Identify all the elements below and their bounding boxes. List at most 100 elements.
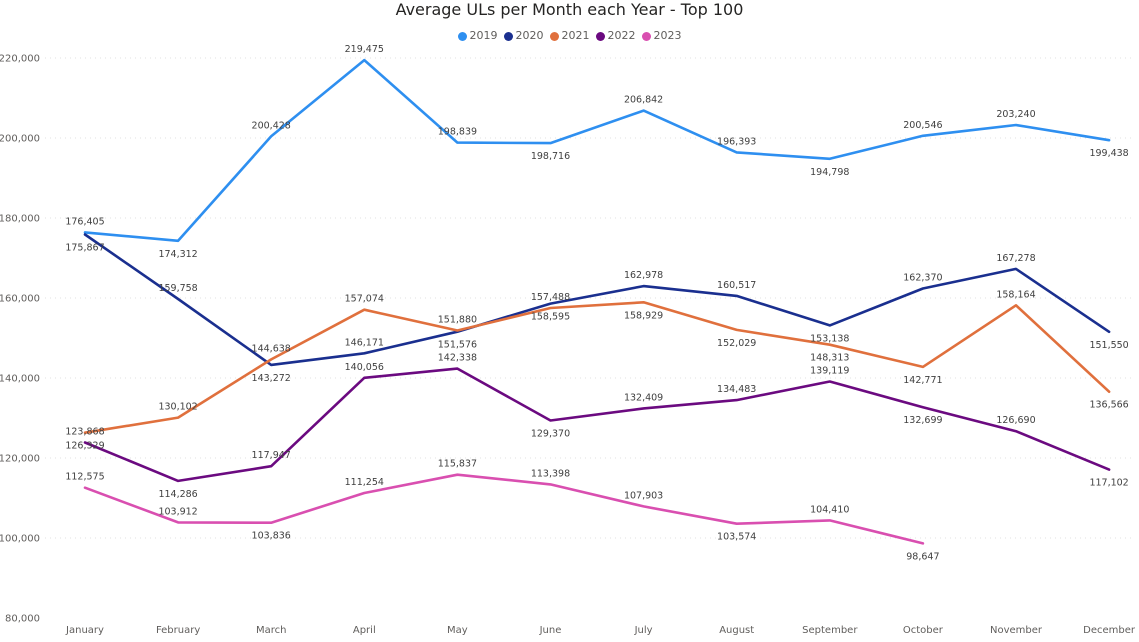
data-label-2021: 130,102 xyxy=(158,402,197,413)
data-label-2022: 117,102 xyxy=(1089,478,1128,489)
data-label-2023: 111,254 xyxy=(345,477,384,488)
x-tick-label: July xyxy=(634,625,653,636)
data-label-2020: 153,138 xyxy=(810,333,849,344)
series-line-2019[interactable] xyxy=(83,58,1111,243)
data-label-2022: 123,868 xyxy=(65,427,104,438)
legend-label-2020: 2020 xyxy=(515,29,544,42)
series-line-2022[interactable] xyxy=(83,367,1111,483)
data-label-2023: 112,575 xyxy=(65,472,104,483)
legend-item-2022[interactable]: 2022 xyxy=(595,29,636,43)
legend: 2019 2020 2021 2022 2023 xyxy=(0,29,1139,43)
legend-item-2020[interactable]: 2020 xyxy=(503,29,544,43)
data-label-2022: 114,286 xyxy=(158,489,197,500)
x-tick-label: December xyxy=(1083,625,1136,636)
legend-swatch-2020 xyxy=(503,31,513,41)
data-label-2023: 103,574 xyxy=(717,532,756,543)
data-label-2021: 142,771 xyxy=(903,375,942,386)
data-label-2022: 126,690 xyxy=(996,415,1035,426)
data-label-2023: 104,410 xyxy=(810,504,849,515)
legend-swatch-2021 xyxy=(549,31,559,41)
y-tick-label: 120,000 xyxy=(0,454,40,465)
x-tick-label: October xyxy=(903,625,944,636)
y-tick-label: 80,000 xyxy=(5,614,40,625)
series-line-2023[interactable] xyxy=(83,473,925,545)
data-label-2019: 176,405 xyxy=(65,216,104,227)
data-label-2020: 162,370 xyxy=(903,273,942,284)
legend-label-2021: 2021 xyxy=(561,29,590,42)
data-label-2019: 219,475 xyxy=(345,44,384,55)
data-label-2020: 146,171 xyxy=(345,337,384,348)
data-label-2019: 198,839 xyxy=(438,127,477,138)
lines-layer xyxy=(83,58,1111,545)
data-label-2019: 194,798 xyxy=(810,167,849,178)
data-label-2021: 126,329 xyxy=(65,441,104,452)
data-label-2019: 198,716 xyxy=(531,151,570,162)
data-label-2023: 113,398 xyxy=(531,468,570,479)
data-label-2020: 162,978 xyxy=(624,270,663,281)
x-tick-label: November xyxy=(990,625,1043,636)
data-label-2022: 132,699 xyxy=(903,415,942,426)
data-label-2020: 143,272 xyxy=(252,373,291,384)
x-tick-label: August xyxy=(719,625,754,636)
data-label-2022: 142,338 xyxy=(438,353,477,364)
legend-label-2019: 2019 xyxy=(469,29,498,42)
legend-item-2023[interactable]: 2023 xyxy=(641,29,682,43)
x-tick-label: March xyxy=(256,625,286,636)
data-label-2021: 157,074 xyxy=(345,294,384,305)
data-label-2021: 136,566 xyxy=(1089,400,1128,411)
x-tick-label: February xyxy=(156,625,200,636)
chart-title: Average ULs per Month each Year - Top 10… xyxy=(395,0,744,19)
x-tick-label: September xyxy=(802,625,858,636)
y-tick-label: 100,000 xyxy=(0,534,40,545)
data-label-2022: 139,119 xyxy=(810,366,849,377)
data-label-2021: 151,880 xyxy=(438,314,477,325)
y-tick-label: 160,000 xyxy=(0,294,40,305)
legend-item-2019[interactable]: 2019 xyxy=(457,29,498,43)
data-label-2023: 103,912 xyxy=(158,506,197,517)
data-labels-layer: 176,405 174,312 200,428 219,475 198,839 198,7… xyxy=(65,44,1128,562)
data-label-2022: 134,483 xyxy=(717,384,756,395)
data-label-2022: 132,409 xyxy=(624,392,663,403)
series-line-2020[interactable] xyxy=(83,233,1111,367)
x-tick-label: January xyxy=(65,625,104,636)
data-label-2021: 144,638 xyxy=(252,343,291,354)
data-label-2019: 206,842 xyxy=(624,95,663,106)
data-label-2021: 158,929 xyxy=(624,310,663,321)
data-label-2020: 151,550 xyxy=(1089,340,1128,351)
legend-swatch-2023 xyxy=(641,31,651,41)
x-tick-label: April xyxy=(353,625,376,636)
legend-swatch-2022 xyxy=(595,31,605,41)
data-label-2020: 158,595 xyxy=(531,312,570,323)
data-label-2020: 175,867 xyxy=(65,243,104,254)
legend-label-2022: 2022 xyxy=(607,29,636,42)
data-label-2021: 152,029 xyxy=(717,338,756,349)
data-label-2020: 159,758 xyxy=(158,283,197,294)
grid-layer xyxy=(45,57,1135,539)
data-label-2021: 157,488 xyxy=(531,292,570,303)
data-label-2022: 117,947 xyxy=(252,450,291,461)
y-tick-label: 200,000 xyxy=(0,134,40,145)
data-label-2020: 167,278 xyxy=(996,253,1035,264)
y-tick-label: 140,000 xyxy=(0,374,40,385)
data-label-2020: 151,576 xyxy=(438,340,477,351)
data-label-2022: 129,370 xyxy=(531,429,570,440)
data-label-2019: 196,393 xyxy=(717,136,756,147)
data-label-2023: 103,836 xyxy=(252,531,291,542)
axis-layer: 80,000 100,000 120,000 140,000 160,000 180,00… xyxy=(0,54,1136,637)
data-label-2022: 140,056 xyxy=(345,362,384,373)
data-label-2019: 199,438 xyxy=(1089,148,1128,159)
x-tick-label: May xyxy=(447,625,468,636)
series-line-2021[interactable] xyxy=(83,300,1111,435)
data-label-2020: 160,517 xyxy=(717,280,756,291)
legend-swatch-2019 xyxy=(457,31,467,41)
data-label-2021: 158,164 xyxy=(996,289,1035,300)
y-tick-label: 220,000 xyxy=(0,54,40,65)
data-label-2023: 107,903 xyxy=(624,490,663,501)
data-label-2019: 200,428 xyxy=(252,120,291,131)
y-tick-label: 180,000 xyxy=(0,214,40,225)
data-label-2021: 148,313 xyxy=(810,353,849,364)
legend-item-2021[interactable]: 2021 xyxy=(549,29,590,43)
data-label-2019: 174,312 xyxy=(158,249,197,260)
data-label-2023: 115,837 xyxy=(438,459,477,470)
